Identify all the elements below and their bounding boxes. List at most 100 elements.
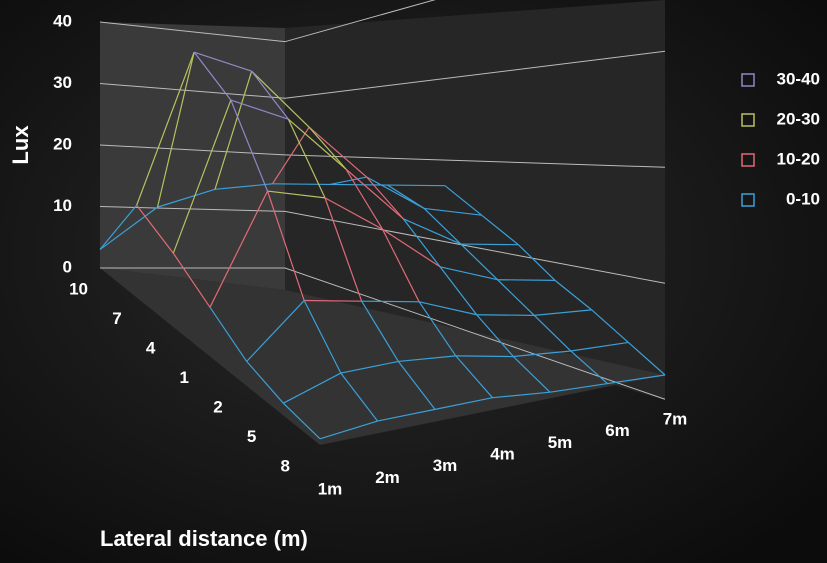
- mesh-segment: [423, 207, 462, 245]
- x-tick-label: 5m: [548, 433, 573, 452]
- back-wall: [285, 0, 665, 400]
- mesh-segment: [246, 300, 305, 362]
- mesh-segment: [533, 314, 572, 352]
- legend-label: 30-40: [777, 69, 820, 88]
- mesh-segment: [172, 99, 232, 254]
- legend-swatch: [741, 193, 755, 207]
- mesh-segment: [497, 279, 556, 281]
- x-tick-label: 3m: [433, 456, 458, 475]
- mesh-segment: [534, 309, 592, 316]
- grid-line: [99, 206, 666, 284]
- mesh-segment: [136, 51, 195, 206]
- mesh-segment: [303, 300, 342, 374]
- legend-swatch: [741, 73, 755, 87]
- x-axis-title: Lateral distance (m): [100, 526, 308, 551]
- mesh-segment: [476, 314, 535, 316]
- mesh-segment: [136, 204, 174, 254]
- mesh-segment: [513, 350, 571, 358]
- mesh-segment: [308, 126, 347, 170]
- mesh-segment: [99, 206, 158, 251]
- mesh-segment: [267, 190, 326, 199]
- mesh-segment: [214, 71, 253, 190]
- depth-tick-label: 2: [213, 397, 222, 416]
- mesh-segment: [308, 126, 368, 178]
- left-wall: [100, 22, 285, 290]
- mesh-segment: [397, 361, 436, 410]
- mesh-segment: [455, 355, 493, 399]
- depth-tick-label: 10: [69, 279, 88, 298]
- mesh-segment: [455, 355, 514, 358]
- mesh-segment: [266, 190, 305, 301]
- mesh-segment: [591, 309, 629, 343]
- mesh-segment: [271, 126, 310, 185]
- mesh-segment: [251, 70, 289, 120]
- mesh-segment: [156, 51, 195, 208]
- mesh-segment: [209, 190, 269, 308]
- mesh-segment: [481, 214, 519, 246]
- mesh-segment: [424, 207, 482, 216]
- mesh-segment: [492, 391, 551, 399]
- mesh-segment: [230, 99, 269, 192]
- z-tick-label: 40: [53, 11, 72, 30]
- mesh-segment: [304, 299, 362, 302]
- mesh-segment: [382, 228, 441, 268]
- mesh-segment: [324, 197, 383, 230]
- depth-tick-label: 7: [112, 309, 121, 328]
- mesh-segment: [287, 118, 326, 199]
- mesh-segment: [361, 300, 399, 362]
- mesh-segment: [554, 279, 593, 311]
- mesh-segment: [434, 397, 493, 410]
- mesh-segment: [99, 204, 138, 250]
- mesh-segment: [345, 168, 404, 220]
- x-tick-label: 7m: [663, 409, 688, 428]
- mesh-segment: [444, 185, 483, 216]
- x-tick-label: 2m: [375, 468, 400, 487]
- mesh-segment: [398, 355, 456, 363]
- mesh-segment: [329, 176, 367, 186]
- mesh-segment: [402, 218, 441, 268]
- legend-label: 0-10: [786, 189, 820, 208]
- mesh-segment: [418, 301, 457, 357]
- x-tick-label: 6m: [605, 421, 630, 440]
- mesh-segment: [377, 408, 436, 422]
- mesh-segment: [340, 360, 399, 374]
- mesh-segment: [439, 266, 478, 316]
- depth-tick-label: 4: [146, 338, 156, 357]
- depth-tick-label: 1: [180, 368, 189, 387]
- mesh-segment: [193, 51, 252, 72]
- mesh-segment: [287, 118, 347, 170]
- x-tick-label: 1m: [318, 479, 343, 498]
- mesh-segment: [345, 168, 384, 230]
- mesh-segment: [366, 176, 404, 220]
- legend-swatch: [741, 153, 755, 167]
- mesh-segment: [387, 184, 446, 187]
- z-tick-label: 20: [53, 134, 72, 153]
- mesh-segment: [366, 176, 425, 209]
- mesh-segment: [460, 243, 498, 281]
- mesh-segment: [497, 279, 535, 316]
- mesh-segment: [272, 183, 331, 186]
- grid-line: [100, 267, 666, 400]
- mesh-segment: [251, 70, 310, 128]
- mesh-segment: [329, 183, 388, 186]
- mesh-segment: [246, 361, 284, 404]
- mesh-segment: [439, 266, 498, 281]
- mesh-segment: [419, 301, 477, 316]
- z-tick-label: 30: [53, 73, 72, 92]
- mesh-segment: [324, 197, 363, 302]
- x-tick-label: 4m: [490, 444, 515, 463]
- mesh-segment: [193, 51, 232, 101]
- mesh-segment: [570, 341, 629, 352]
- floor: [100, 268, 665, 445]
- mesh-segment: [319, 420, 378, 440]
- grid-line: [99, 50, 666, 99]
- z-axis-title: Lux: [8, 125, 33, 165]
- mesh-segment: [282, 402, 321, 440]
- z-tick-label: 0: [63, 257, 72, 276]
- mesh-segment: [627, 341, 666, 376]
- mesh-segment: [403, 218, 462, 245]
- mesh-segment: [214, 183, 273, 190]
- mesh-segment: [476, 314, 514, 357]
- mesh-segment: [607, 374, 666, 385]
